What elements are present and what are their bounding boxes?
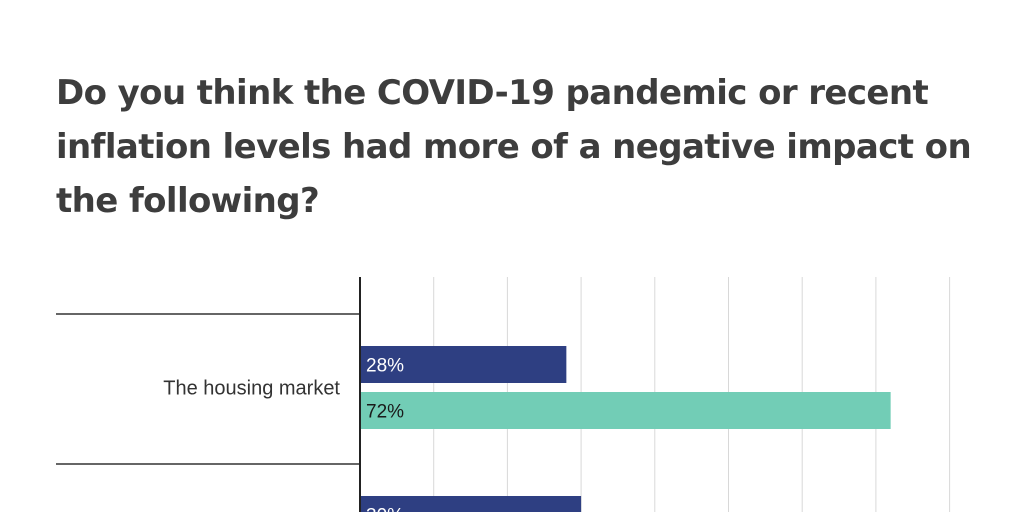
bar [360,346,567,383]
category-label: The housing market [163,378,340,400]
data-label: 30% [366,506,404,512]
labels: 28% 72% The housing market 30% [163,356,404,512]
chart-title: Do you think the COVID-19 pandemic or re… [56,73,972,221]
data-label: 28% [366,356,404,377]
category-separators [56,313,360,465]
data-label: 72% [366,402,404,423]
bar [360,392,891,429]
bar [360,496,582,512]
bars [360,346,891,512]
